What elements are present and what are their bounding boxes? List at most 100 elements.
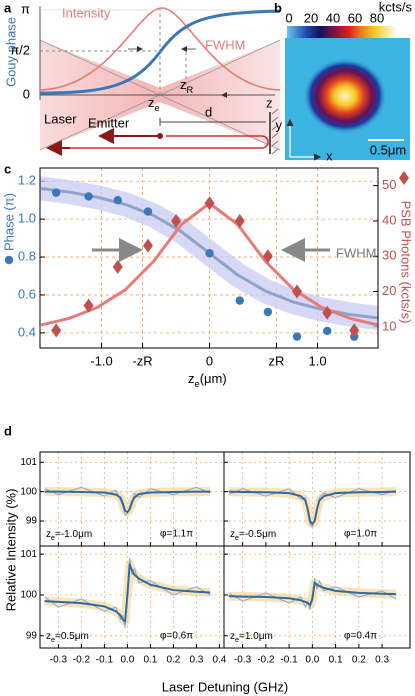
x-tick-label: 0.0 — [305, 655, 319, 666]
annotation: φ=1.0π — [344, 529, 377, 540]
x-tick-label: -0.3 — [234, 655, 252, 666]
annotation: ze=-0.5μm — [230, 529, 276, 543]
subplot: 99 100 101 ze=-1.0μm φ=1.1π — [20, 451, 225, 547]
fit-line — [44, 563, 211, 623]
colorbar-tick-label: 60 — [348, 10, 362, 25]
y2-tick-label: 20 — [382, 283, 396, 298]
annotation-part: z — [46, 529, 51, 540]
annotation: ze=1.0μm — [230, 631, 273, 645]
point — [292, 284, 303, 299]
point — [262, 249, 273, 264]
annotation: ze=0.5μm — [46, 631, 89, 645]
panel-label: a — [4, 0, 12, 15]
annotation-part: e — [235, 635, 239, 644]
axis-label: x — [326, 148, 333, 163]
plot-frame — [39, 167, 379, 349]
legend-marker — [4, 255, 14, 265]
y2-tick-label: 40 — [382, 212, 396, 227]
y-tick-label: 0.6 — [18, 286, 36, 301]
x-tick-label: 0.2 — [166, 655, 180, 666]
x-tick-label: 0 — [206, 353, 213, 368]
plot-frame — [223, 545, 411, 649]
colorbar-tick-label: 20 — [304, 10, 318, 25]
annotation-part: e — [51, 635, 55, 644]
panel-label: c — [4, 161, 11, 176]
y-tick-label: 99 — [26, 630, 38, 641]
axis-label: Gouy phase — [3, 17, 18, 87]
point — [51, 323, 62, 338]
panel-label: b — [274, 0, 282, 15]
point — [143, 207, 153, 216]
panel-label: d — [4, 423, 12, 438]
axis-label-part: (μm) — [200, 371, 227, 386]
x-tick-label: -1.0 — [90, 353, 112, 368]
y-tick-label: π — [21, 1, 30, 16]
fit-line — [228, 581, 397, 607]
x-tick-label: 0.1 — [329, 655, 343, 666]
annotation-part: z — [180, 77, 187, 92]
fit-line — [44, 490, 211, 514]
axis-label-part: e — [195, 379, 200, 389]
y2-tick-label: 10 — [382, 318, 396, 333]
annotation-part: e — [51, 533, 55, 542]
y-tick-label: 100 — [20, 590, 37, 601]
colorbar-tick-label: 40 — [326, 10, 340, 25]
point — [112, 259, 123, 274]
point — [349, 323, 360, 338]
axis-label-part: z — [188, 371, 195, 386]
y2-tick-label: 50 — [382, 177, 396, 192]
colorbar — [287, 26, 397, 38]
point — [323, 326, 332, 336]
emitter-spot — [303, 58, 387, 134]
x-tick-label: 0.3 — [375, 655, 389, 666]
intensity-curve — [39, 7, 281, 91]
annotation: φ=1.1π — [160, 529, 193, 540]
annotation: Laser — [44, 111, 77, 126]
axis-label: Laser Detuning (GHz) — [162, 679, 288, 694]
annotation-part: =-0.5μm — [239, 529, 276, 540]
point — [83, 298, 94, 313]
point — [171, 213, 182, 228]
annotation-part: R — [187, 85, 194, 95]
y2-tick-label: 30 — [382, 248, 396, 263]
colorbar-tick-label: 0 — [285, 10, 292, 25]
x-tick-label: 1.0 — [308, 353, 326, 368]
fit-band — [44, 487, 211, 517]
point — [51, 188, 61, 197]
x-tick-label: -0.2 — [257, 655, 275, 666]
annotation-part: =-1.0μm — [55, 529, 92, 540]
annotation-part: z — [46, 631, 51, 642]
y-tick-label: 1.2 — [18, 173, 36, 188]
y-tick-label: π/2 — [10, 42, 30, 57]
x-tick-label: -0.2 — [73, 655, 91, 666]
fit-line — [228, 490, 397, 525]
axis-label: y — [276, 117, 283, 132]
annotation-part: =1.0μm — [239, 631, 273, 642]
y-tick-label: 1.0 — [18, 211, 36, 226]
axis-label: ze(μm) — [188, 371, 227, 389]
x-tick-label: -0.1 — [280, 655, 298, 666]
annotation: ze=-1.0μm — [46, 529, 92, 543]
y-tick-label: 101 — [20, 549, 37, 560]
x-tick-label: -0.1 — [96, 655, 114, 666]
annotation-part: e — [155, 103, 160, 113]
y-tick-label: 101 — [20, 457, 37, 468]
annotation: z — [266, 95, 273, 110]
axis-label: Relative Intensity (%) — [3, 489, 18, 612]
x-tick-label: 0.4 — [212, 655, 226, 666]
annotation-part: z — [230, 529, 235, 540]
gouy-curve — [39, 9, 281, 95]
point — [205, 249, 214, 258]
subplot: -0.3 -0.2 -0.1 0.0 0.1 0.2 0.3 0.4 99 100 101 ze=0.… — [20, 545, 227, 666]
point — [322, 305, 333, 320]
scale-label: 0.5μm — [370, 142, 406, 157]
x-tick-label: 0.3 — [189, 655, 203, 666]
panel-b — [285, 26, 410, 161]
subplot: ze=-0.5μm φ=1.0π — [223, 451, 411, 547]
y-tick-label: 99 — [26, 516, 38, 527]
emitter — [157, 133, 163, 139]
annotation: φ=0.4π — [344, 631, 377, 642]
annotation: d — [205, 104, 212, 119]
data-line — [228, 488, 397, 528]
axis-label: PSB Photons (kcts/s) — [399, 201, 414, 324]
